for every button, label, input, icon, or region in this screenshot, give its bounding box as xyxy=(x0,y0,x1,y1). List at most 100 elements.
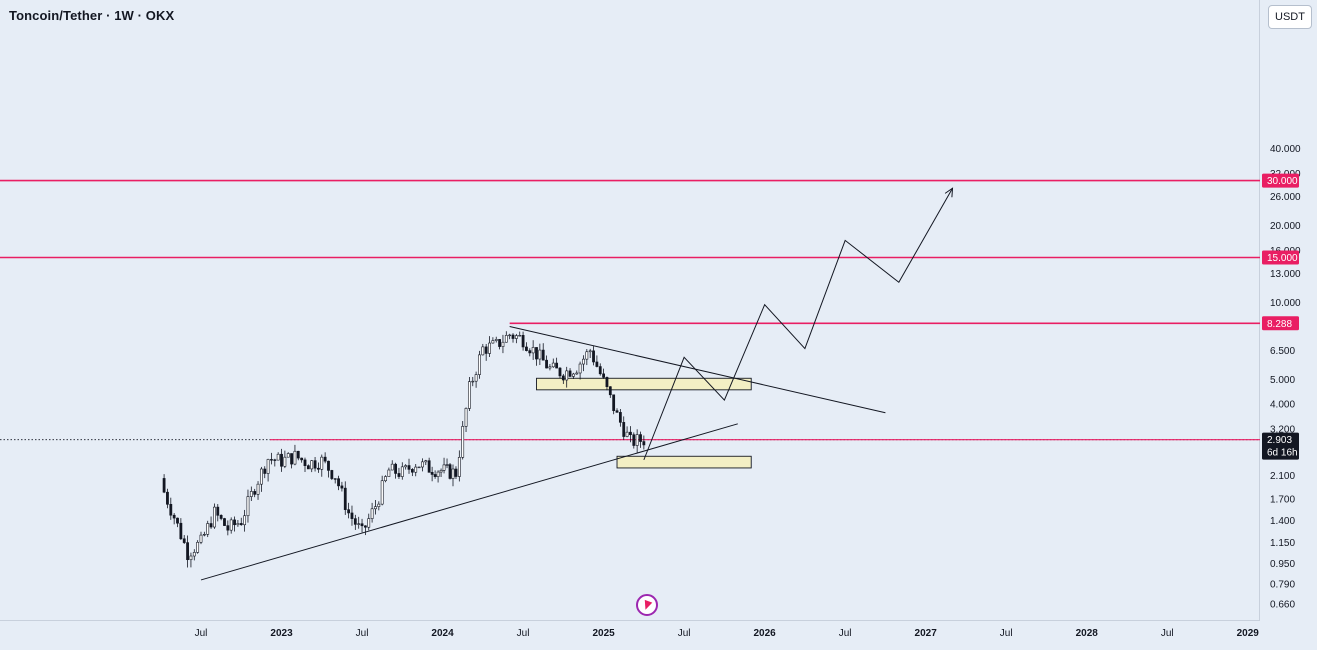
candle-body xyxy=(451,468,455,479)
candle-body xyxy=(216,506,220,516)
time-tick-label: 2027 xyxy=(915,628,938,639)
time-tick-label: 2025 xyxy=(592,628,615,639)
candle-body xyxy=(310,460,314,470)
candle-body xyxy=(306,465,310,470)
candle-body xyxy=(414,466,418,473)
candle-body xyxy=(632,434,636,446)
candle-body xyxy=(625,431,629,437)
candle-body xyxy=(243,515,247,526)
candle-body xyxy=(293,450,297,465)
candle-body xyxy=(192,552,196,557)
trendlines xyxy=(200,326,886,581)
time-tick-label: Jul xyxy=(1161,628,1174,639)
candle-body xyxy=(575,372,579,375)
candle-body xyxy=(246,496,250,517)
candle-body xyxy=(286,453,290,458)
candle-body xyxy=(347,509,351,514)
candle-body xyxy=(367,518,371,528)
projection-path xyxy=(643,187,954,461)
zone-rect xyxy=(536,377,752,391)
price-tick-label: 40.000 xyxy=(1270,144,1301,155)
candle-body xyxy=(612,394,616,411)
currency-button[interactable]: USDT xyxy=(1268,5,1312,29)
candle-body xyxy=(253,491,257,495)
candle-body xyxy=(582,358,585,365)
candle-body xyxy=(439,470,443,473)
candle-body xyxy=(276,453,280,461)
candle-body xyxy=(384,476,387,482)
time-tick-label: 2023 xyxy=(270,628,293,639)
candle-body xyxy=(642,441,646,446)
chart-area[interactable]: Toncoin/Tether · 1W · OKX xyxy=(0,0,1260,620)
time-tick-label: Jul xyxy=(356,628,369,639)
candle-body xyxy=(461,426,465,458)
candle-body xyxy=(541,349,545,361)
candle-body xyxy=(629,431,632,436)
time-axis[interactable]: Jul 2023 Jul 2024 Jul 2025 Jul 2026 Jul 2027 Jul 20… xyxy=(0,620,1260,644)
candle-body xyxy=(202,534,206,536)
candle-body xyxy=(233,519,236,526)
candle-body xyxy=(186,542,189,561)
chart-title: Toncoin/Tether · 1W · OKX xyxy=(9,8,175,23)
candle-body xyxy=(445,464,449,466)
time-tick-label: Jul xyxy=(839,628,852,639)
candle-body xyxy=(337,478,340,487)
candle-body xyxy=(555,362,559,369)
time-tick-label: 2029 xyxy=(1237,628,1260,639)
price-tick-label: 0.790 xyxy=(1270,580,1295,591)
candle-body xyxy=(484,346,488,354)
candle-body xyxy=(199,534,203,543)
candle-body xyxy=(407,465,411,470)
candle-body xyxy=(511,334,515,339)
candle-body xyxy=(602,373,606,378)
candle-body xyxy=(256,483,260,495)
candle-body xyxy=(266,459,270,474)
tradingview-logo-icon[interactable] xyxy=(636,594,658,616)
chart-canvas[interactable] xyxy=(0,0,1260,620)
candle-body xyxy=(327,460,330,471)
candle-body xyxy=(494,339,498,341)
time-tick-label: 2026 xyxy=(754,628,777,639)
countdown-text: 6d 16h xyxy=(1267,448,1298,459)
candle-body xyxy=(504,335,508,343)
candle-body xyxy=(360,523,364,527)
candle-body xyxy=(436,471,440,477)
candle-body xyxy=(471,380,475,383)
candle-body xyxy=(514,335,518,339)
candle-body xyxy=(370,508,374,519)
candle-body xyxy=(176,517,179,524)
trendline xyxy=(200,423,738,581)
candle-body xyxy=(283,456,287,467)
candle-body xyxy=(330,470,334,479)
candle-body xyxy=(169,504,173,516)
price-tick-label: 20.000 xyxy=(1270,221,1301,232)
price-tick-label: 4.000 xyxy=(1270,400,1295,411)
candle-body xyxy=(249,491,253,497)
candle-body xyxy=(538,349,542,360)
candle-body xyxy=(196,541,200,553)
time-tick-label: Jul xyxy=(1000,628,1013,639)
candle-body xyxy=(585,351,589,360)
candle-body xyxy=(417,466,421,469)
candle-body xyxy=(639,434,642,442)
candle-body xyxy=(498,339,501,347)
candle-body xyxy=(501,341,505,347)
candle-body xyxy=(508,334,512,337)
candle-body xyxy=(357,523,361,525)
candle-body xyxy=(424,460,428,463)
price-axis-svg: 40.00032.00026.00020.00016.00013.00010.0… xyxy=(1262,144,1301,611)
candle-body xyxy=(478,354,481,375)
candle-body xyxy=(223,518,226,526)
candle-body xyxy=(605,377,609,387)
candle-body xyxy=(387,469,391,477)
price-tick-label: 3.200 xyxy=(1270,424,1295,435)
support-resistance-zones xyxy=(536,377,752,469)
candle-body xyxy=(290,453,293,465)
time-tick-label: Jul xyxy=(195,628,208,639)
candle-body xyxy=(303,459,307,466)
price-tick-label: 6.500 xyxy=(1270,346,1295,357)
candle-body xyxy=(300,457,304,461)
candle-body xyxy=(263,468,267,474)
candle-body xyxy=(333,478,337,480)
price-axis[interactable]: 40.00032.00026.00020.00016.00013.00010.0… xyxy=(1260,0,1317,644)
